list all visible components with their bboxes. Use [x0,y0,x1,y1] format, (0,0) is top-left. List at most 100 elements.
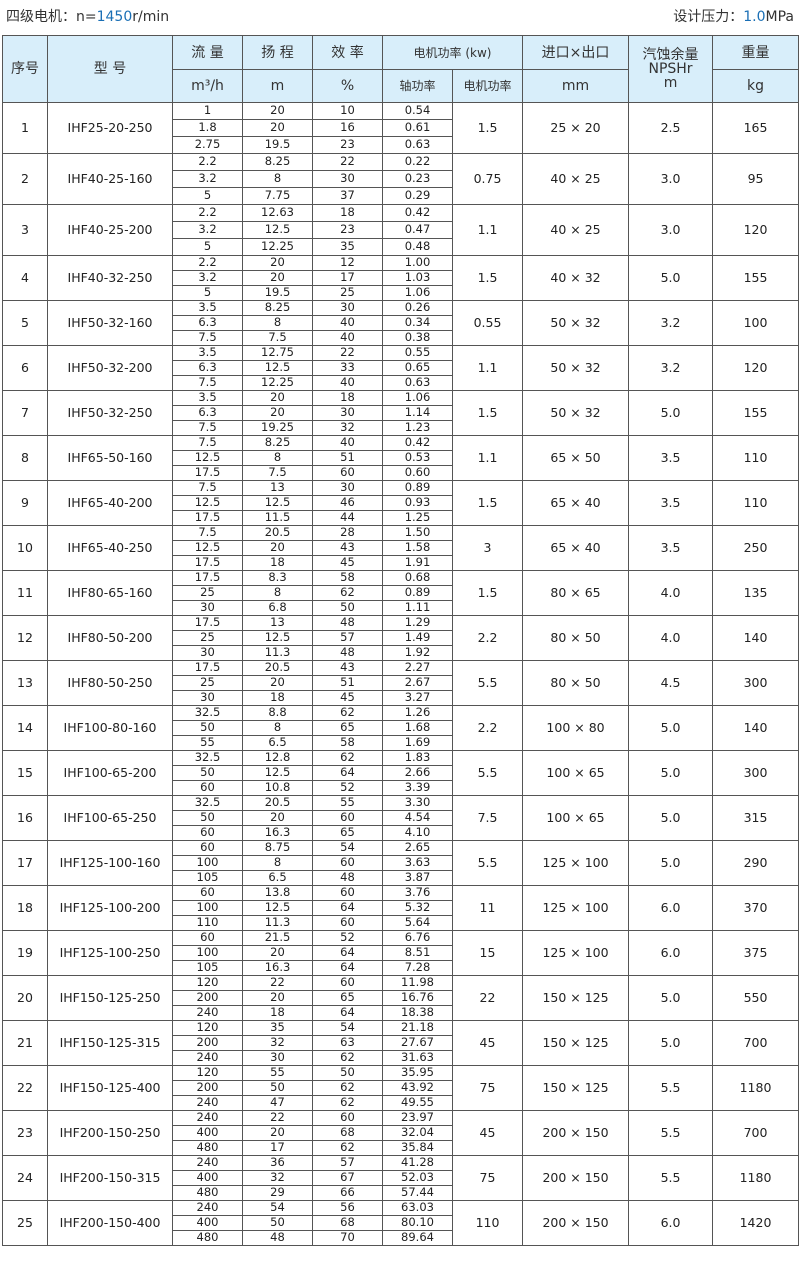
flow-value: 5 [172,238,243,256]
efficiency-value: 62 [312,1080,383,1096]
efficiency-value: 56 [312,1200,383,1216]
flow-value: 400 [172,1125,243,1141]
table-row: 480 17 62 35.84 [3,1140,799,1156]
table-row: 200 50 62 43.92 [3,1080,799,1096]
shaft-power-value: 6.76 [382,930,453,946]
port-size: 150 × 125 [522,975,630,1021]
row-number: 9 [2,480,48,526]
head-value: 12.5 [242,221,313,239]
flow-value: 30 [172,690,243,706]
shaft-power-value: 2.65 [382,840,453,856]
efficiency-value: 43 [312,540,383,556]
efficiency-value: 60 [312,465,383,481]
flow-value: 120 [172,1020,243,1036]
port-size: 150 × 125 [522,1065,630,1111]
head-value: 8 [242,450,313,466]
model-name: IHF40-25-200 [47,204,173,256]
shaft-power-value: 1.26 [382,705,453,721]
efficiency-value: 66 [312,1185,383,1201]
flow-value: 55 [172,735,243,751]
efficiency-value: 60 [312,855,383,871]
efficiency-value: 60 [312,975,383,991]
shaft-power-value: 1.92 [382,645,453,661]
efficiency-value: 23 [312,221,383,239]
flow-value: 480 [172,1140,243,1156]
efficiency-value: 68 [312,1215,383,1231]
efficiency-value: 62 [312,1095,383,1111]
table-row: 3 IHF40-25-200 2.2 12.63 18 0.42 1.1 40 × 25 3.0… [2,204,800,256]
motor-power-value: 110 [451,1200,524,1246]
efficiency-value: 45 [312,690,383,706]
table-row: 12.5 12.5 46 0.93 [3,495,799,511]
efficiency-value: 22 [312,345,383,361]
shaft-power-value: 52.03 [382,1170,453,1186]
speed-prefix: 四级电机：n= [6,9,97,25]
npsh-label: 汽蚀余量 [642,47,699,63]
npsh-value: 5.0 [628,390,714,436]
table-row: 21 IHF150-125-315 120 35 54 21.18 45 150 × 125 5… [2,1020,800,1066]
flow-value: 30 [172,600,243,616]
table-row: 100 20 64 8.51 [3,945,799,961]
port-size: 125 × 100 [522,930,630,976]
npsh-value: 5.5 [628,1155,714,1201]
table-row: 240 30 62 31.63 [3,1050,799,1066]
shaft-power-value: 43.92 [382,1080,453,1096]
shaft-power-value: 5.32 [382,900,453,916]
head-value: 13 [242,615,313,631]
flow-value: 480 [172,1185,243,1201]
table-row: 240 47 62 49.55 [3,1095,799,1111]
shaft-power-value: 4.54 [382,810,453,826]
flow-value: 2.2 [172,204,243,222]
table-row: 1 IHF25-20-250 1 20 10 0.54 1.5 25 × 20 2.5 165 [2,102,800,154]
row-number: 15 [2,750,48,796]
shaft-power-value: 41.28 [382,1155,453,1171]
npsh-value: 5.0 [628,975,714,1021]
flow-value: 7.5 [172,435,243,451]
head-value: 12.5 [242,630,313,646]
shaft-power-value: 0.29 [382,187,453,205]
port-size: 200 × 150 [522,1110,630,1156]
head-value: 20 [242,102,313,120]
npsh-unit: m [663,75,678,91]
model-name: IHF50-32-250 [47,390,173,436]
motor-power-value: 1.5 [451,480,524,526]
head-value: 20.5 [242,525,313,541]
shaft-power-value: 89.64 [382,1230,453,1246]
table-row: 20 IHF150-125-250 120 22 60 11.98 22 150 × 125 5… [2,975,800,1021]
head-value: 11.3 [242,915,313,931]
head-value: 12.63 [242,204,313,222]
table-row: 6.3 8 40 0.34 [3,315,799,331]
row-number: 17 [2,840,48,886]
shaft-power-value: 3.76 [382,885,453,901]
shaft-power-value: 1.03 [382,270,453,286]
head-value: 32 [242,1035,313,1051]
port-size: 40 × 25 [522,153,630,205]
flow-value: 3.2 [172,221,243,239]
npsh-value: 4.5 [628,660,714,706]
pressure-value: 1.0 [743,9,766,25]
motor-power-value: 5.5 [451,660,524,706]
model-name: IHF100-80-160 [47,705,173,751]
flow-value: 6.3 [172,315,243,331]
efficiency-value: 40 [312,435,383,451]
model-name: IHF150-125-400 [47,1065,173,1111]
flow-value: 50 [172,765,243,781]
head-value: 8 [242,585,313,601]
npsh-value: 3.0 [628,153,714,205]
port-size: 125 × 100 [522,885,630,931]
port-size: 100 × 65 [522,750,630,796]
efficiency-value: 54 [312,840,383,856]
head-value: 8.8 [242,705,313,721]
efficiency-value: 60 [312,915,383,931]
shaft-power-value: 2.27 [382,660,453,676]
table-row: 5 IHF50-32-160 3.5 8.25 30 0.26 0.55 50 × 32 3.2… [2,300,800,346]
row-number: 19 [2,930,48,976]
model-name: IHF200-150-400 [47,1200,173,1246]
head-value: 20.5 [242,660,313,676]
col-shaft-power: 轴功率 [382,69,453,103]
head-value: 35 [242,1020,313,1036]
row-number: 24 [2,1155,48,1201]
efficiency-value: 60 [312,810,383,826]
efficiency-value: 30 [312,480,383,496]
flow-value: 240 [172,1095,243,1111]
